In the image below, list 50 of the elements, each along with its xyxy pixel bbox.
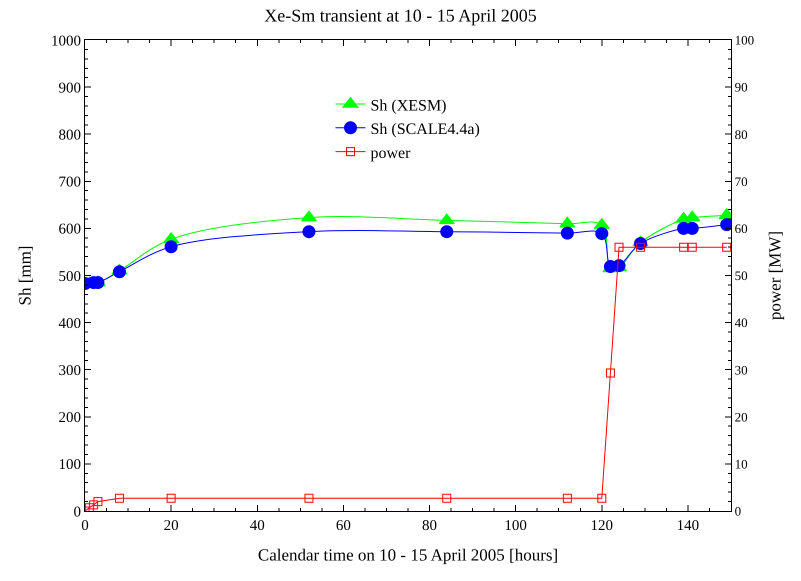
- legend-label: Sh (XESM): [370, 97, 447, 114]
- y-tick-label: 900: [58, 80, 81, 96]
- point: [304, 494, 314, 503]
- point: [114, 494, 124, 503]
- y-tick-label: 0: [74, 504, 81, 520]
- y2-tick-label: 50: [734, 268, 748, 284]
- y2-axis-title: power [MW]: [766, 230, 784, 320]
- y2-tick-label: 70: [734, 174, 748, 189]
- point: [597, 494, 606, 503]
- x-tick-label: 40: [250, 518, 265, 534]
- point: [93, 497, 102, 506]
- x-tick-label: 120: [590, 518, 614, 534]
- legend-label: Sh (SCALE4.4a): [370, 121, 480, 138]
- point: [89, 500, 98, 510]
- y2-tick-label: 100: [734, 32, 754, 48]
- y2-tick-label: 10: [734, 456, 748, 472]
- point: [688, 242, 697, 252]
- point: [562, 494, 572, 503]
- point: [679, 242, 688, 252]
- x-tick-label: 60: [336, 518, 351, 534]
- y-tick-label: 400: [58, 316, 81, 332]
- x-axis-title: Calendar time on 10 - 15 April 2005 [hours]: [258, 545, 558, 564]
- point: [166, 494, 176, 503]
- point: [606, 368, 615, 378]
- y2-tick-label: 0: [734, 504, 742, 519]
- x-tick-label: 20: [164, 518, 179, 534]
- y-tick-label: 500: [58, 268, 81, 285]
- y-tick-label: 800: [58, 127, 81, 144]
- x-tick-label: 140: [676, 518, 700, 534]
- y-tick-label: 300: [58, 362, 81, 379]
- y2-tick-label: 30: [734, 362, 748, 378]
- y-axis-title: Sh [mm]: [16, 246, 35, 306]
- legend-label: power: [370, 144, 412, 162]
- y-tick-label: 700: [58, 174, 81, 191]
- x-tick-label: 80: [422, 518, 438, 534]
- y2-tick-label: 90: [734, 80, 748, 95]
- chart-title: Xe-Sm transient at 10 - 15 April 2005: [264, 5, 537, 26]
- x-tick-label: 100: [504, 518, 527, 534]
- point: [722, 242, 731, 252]
- y2-tick-label: 60: [734, 220, 748, 236]
- y-tick-label: 100: [58, 457, 81, 474]
- y-tick-label: 600: [58, 222, 81, 238]
- point: [614, 242, 624, 252]
- point: [442, 494, 452, 503]
- y2-tick-label: 40: [734, 315, 748, 330]
- y2-tick-label: 80: [734, 126, 748, 142]
- y-tick-label: 1000: [51, 33, 81, 50]
- point: [85, 503, 94, 511]
- y2-tick-label: 20: [734, 409, 748, 424]
- y-tick-label: 200: [58, 410, 81, 426]
